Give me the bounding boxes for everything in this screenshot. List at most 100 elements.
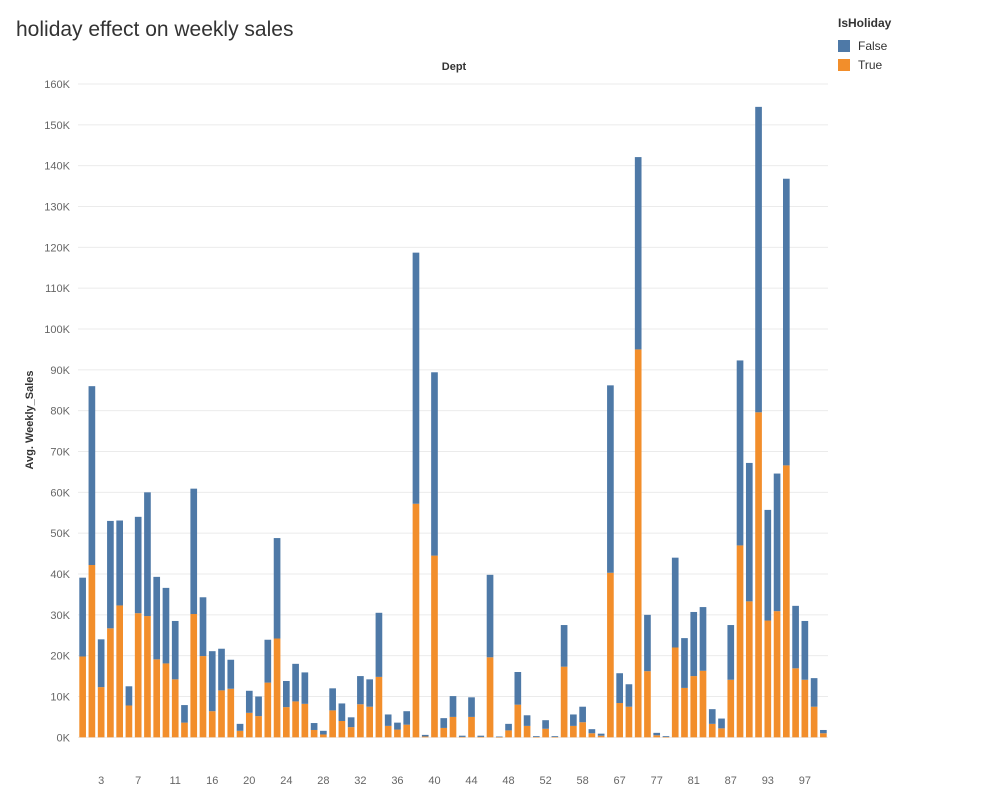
bar-true[interactable]	[357, 704, 364, 738]
bar-true[interactable]	[792, 668, 799, 738]
bar-false[interactable]	[560, 625, 568, 667]
bar-true[interactable]	[625, 706, 633, 738]
bar-true[interactable]	[495, 737, 503, 738]
bar-true[interactable]	[560, 666, 568, 738]
bar-true[interactable]	[107, 628, 114, 738]
bar-false[interactable]	[792, 605, 799, 669]
bar-true[interactable]	[810, 706, 818, 738]
bar-false[interactable]	[662, 736, 670, 737]
bar-false[interactable]	[375, 612, 383, 677]
bar-true[interactable]	[690, 676, 698, 738]
bar-false[interactable]	[431, 372, 438, 556]
bar-true[interactable]	[551, 736, 559, 738]
bar-false[interactable]	[458, 735, 466, 737]
bar-false[interactable]	[486, 574, 494, 658]
bar-false[interactable]	[681, 638, 688, 688]
bar-true[interactable]	[273, 638, 281, 738]
bar-true[interactable]	[727, 679, 735, 738]
legend-item-true[interactable]: True	[838, 55, 891, 74]
bar-true[interactable]	[403, 724, 411, 738]
bar-false[interactable]	[394, 722, 401, 730]
bar-true[interactable]	[514, 704, 522, 738]
bar-false[interactable]	[514, 672, 522, 705]
bar-false[interactable]	[810, 678, 818, 707]
bar-false[interactable]	[755, 106, 762, 413]
bar-false[interactable]	[199, 597, 207, 657]
bar-false[interactable]	[190, 488, 198, 615]
bar-true[interactable]	[394, 729, 401, 738]
bar-false[interactable]	[533, 736, 540, 737]
bar-false[interactable]	[273, 538, 281, 639]
bar-true[interactable]	[227, 688, 235, 738]
bar-true[interactable]	[579, 722, 586, 738]
bar-false[interactable]	[773, 473, 781, 612]
bar-true[interactable]	[801, 679, 809, 738]
bar-false[interactable]	[283, 680, 290, 708]
bar-false[interactable]	[616, 673, 623, 704]
bar-false[interactable]	[403, 711, 411, 725]
bar-true[interactable]	[320, 734, 327, 738]
bar-false[interactable]	[310, 723, 318, 730]
bar-false[interactable]	[97, 639, 105, 688]
bar-false[interactable]	[708, 709, 716, 724]
bar-false[interactable]	[412, 252, 420, 504]
bar-true[interactable]	[745, 601, 753, 738]
bar-true[interactable]	[97, 687, 105, 738]
bar-true[interactable]	[412, 503, 420, 738]
legend-item-false[interactable]: False	[838, 36, 891, 55]
bar-false[interactable]	[366, 679, 373, 707]
bar-true[interactable]	[421, 736, 429, 738]
bar-true[interactable]	[736, 545, 744, 738]
bar-true[interactable]	[245, 712, 253, 738]
bar-false[interactable]	[625, 684, 633, 707]
bar-false[interactable]	[764, 509, 772, 621]
bar-true[interactable]	[440, 727, 448, 738]
bar-true[interactable]	[588, 733, 596, 738]
bar-false[interactable]	[727, 625, 735, 680]
bar-true[interactable]	[310, 729, 318, 738]
bar-true[interactable]	[283, 707, 290, 738]
bar-true[interactable]	[570, 725, 577, 738]
bar-false[interactable]	[783, 178, 790, 466]
bar-false[interactable]	[329, 688, 336, 711]
bar-false[interactable]	[79, 577, 86, 657]
bar-true[interactable]	[486, 657, 494, 738]
bar-false[interactable]	[264, 639, 272, 683]
bar-true[interactable]	[783, 465, 790, 738]
bar-false[interactable]	[301, 672, 309, 704]
bar-true[interactable]	[366, 706, 373, 738]
bar-true[interactable]	[468, 716, 475, 738]
bar-true[interactable]	[542, 728, 549, 738]
bar-false[interactable]	[699, 607, 707, 671]
bar-false[interactable]	[153, 576, 161, 660]
bar-false[interactable]	[718, 718, 725, 729]
bar-true[interactable]	[662, 736, 670, 738]
bar-false[interactable]	[671, 557, 679, 648]
bar-true[interactable]	[116, 605, 123, 738]
bar-false[interactable]	[218, 648, 225, 691]
bar-false[interactable]	[125, 686, 133, 706]
bar-false[interactable]	[634, 157, 642, 350]
bar-false[interactable]	[292, 663, 299, 702]
bar-true[interactable]	[79, 656, 86, 738]
bar-true[interactable]	[88, 565, 96, 738]
bar-true[interactable]	[773, 611, 781, 738]
bar-true[interactable]	[616, 703, 623, 738]
bar-false[interactable]	[227, 659, 235, 689]
bar-true[interactable]	[718, 728, 725, 738]
bar-false[interactable]	[588, 729, 596, 734]
bar-false[interactable]	[542, 720, 549, 729]
bar-true[interactable]	[153, 659, 161, 738]
bar-true[interactable]	[607, 572, 614, 738]
bar-true[interactable]	[292, 701, 299, 738]
bar-false[interactable]	[236, 723, 244, 731]
bar-true[interactable]	[533, 736, 540, 738]
bar-false[interactable]	[421, 734, 429, 737]
bar-true[interactable]	[764, 620, 772, 738]
bar-false[interactable]	[449, 696, 457, 717]
bar-false[interactable]	[597, 733, 605, 736]
bar-false[interactable]	[736, 360, 744, 546]
bar-true[interactable]	[162, 663, 170, 738]
bar-true[interactable]	[329, 710, 336, 738]
bar-true[interactable]	[431, 555, 438, 738]
